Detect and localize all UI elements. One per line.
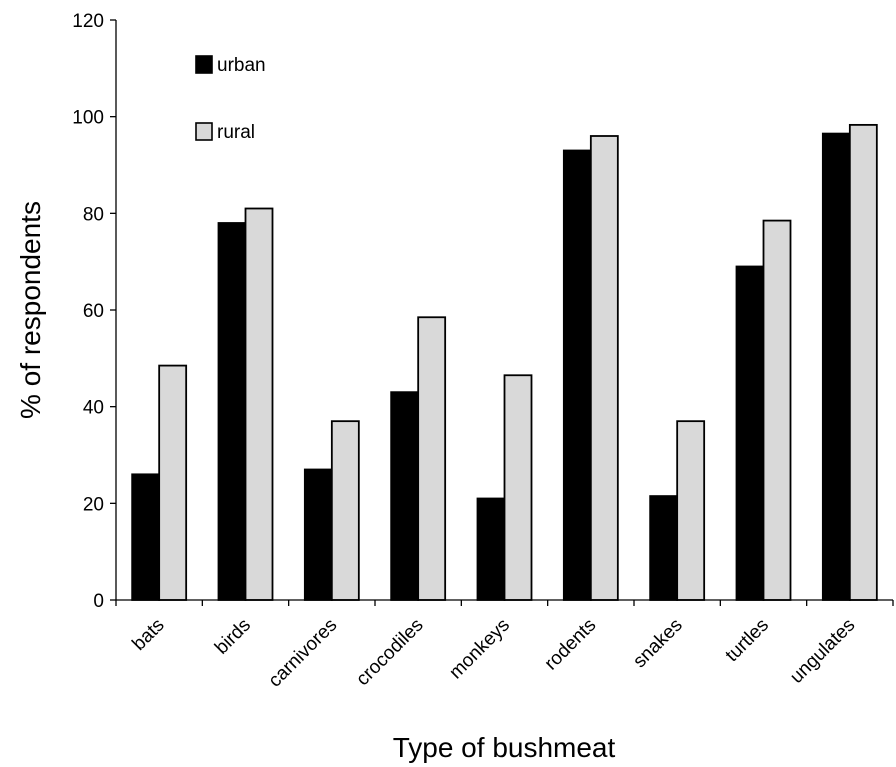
category-label-bats: bats (128, 615, 168, 655)
category-label-turtles: turtles (722, 615, 773, 666)
category-label-monkeys: monkeys (445, 615, 514, 684)
y-tick-label: 20 (83, 494, 104, 515)
y-tick-label: 40 (83, 398, 104, 419)
bar-urban-crocodiles (390, 391, 420, 601)
category-labels-group: bats birds carnivores crocodiles monkeys rode… (128, 615, 859, 692)
category-label-snakes: snakes (629, 615, 686, 672)
bar-rural-crocodiles (417, 316, 447, 601)
bar-rural-carnivores (330, 420, 360, 601)
y-tick-label: 80 (83, 204, 104, 225)
y-axis-title: % of respondents (15, 201, 46, 419)
y-tick-label: 120 (72, 11, 104, 32)
bar-rural-monkeys (503, 374, 533, 601)
legend-swatch-urban (195, 55, 213, 74)
bars-group (131, 123, 878, 601)
legend-label-urban: urban (217, 55, 266, 76)
bar-urban-bats (131, 473, 161, 601)
y-tick-label: 0 (93, 591, 104, 612)
y-tick-label: 60 (83, 301, 104, 322)
bar-urban-turtles (735, 265, 765, 601)
bar-urban-carnivores (303, 468, 333, 601)
bar-urban-birds (217, 222, 247, 601)
legend-swatch-rural (195, 122, 213, 141)
legend: urban rural (195, 55, 266, 143)
bar-urban-snakes (649, 495, 679, 601)
x-ticks-group (115, 600, 894, 606)
bar-rural-bats (158, 364, 188, 601)
y-tick-label: 100 (72, 108, 104, 129)
bar-urban-ungulates (821, 132, 851, 601)
bar-rural-ungulates (848, 123, 878, 601)
category-label-birds: birds (211, 615, 255, 659)
bar-rural-turtles (762, 219, 792, 601)
bar-urban-monkeys (476, 497, 506, 601)
bar-urban-rodents (562, 149, 592, 601)
category-label-ungulates: ungulates (786, 615, 859, 688)
legend-label-rural: rural (217, 122, 255, 143)
category-label-carnivores: carnivores (265, 615, 342, 692)
bar-rural-rodents (589, 135, 619, 601)
category-label-rodents: rodents (541, 615, 601, 675)
y-ticks-group: 0 20 40 60 80 100 120 (72, 11, 116, 612)
bar-rural-birds (244, 207, 274, 601)
category-label-crocodiles: crocodiles (352, 615, 427, 690)
bar-rural-snakes (676, 420, 706, 601)
x-axis-title: Type of bushmeat (393, 732, 616, 763)
